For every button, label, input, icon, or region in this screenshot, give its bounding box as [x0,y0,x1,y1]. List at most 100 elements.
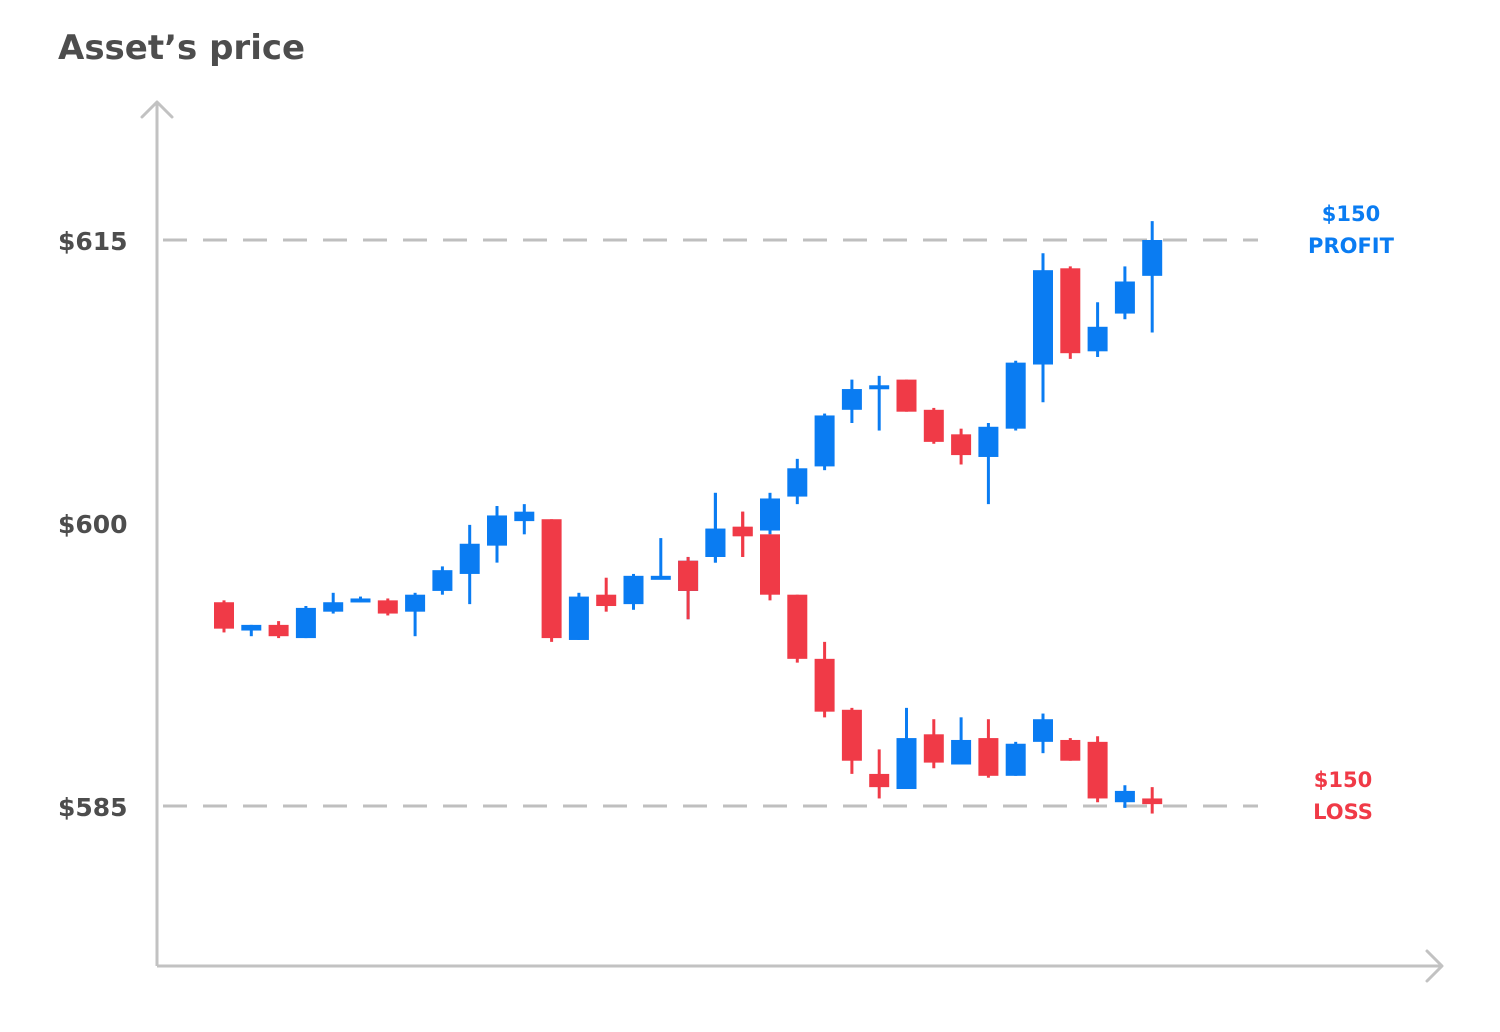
candle [432,566,453,595]
candle [295,606,316,639]
candle-body [760,534,780,595]
candle [596,577,617,612]
candle [650,538,671,580]
candle [323,592,344,614]
candle-body [814,658,835,712]
profit-amount-label: $150 [1322,202,1380,226]
candle [978,719,999,778]
candle-body [268,624,289,637]
candle [268,621,289,639]
candlesticks [214,221,1163,814]
candle-body [978,738,999,776]
candle [841,379,862,424]
candle [459,524,480,605]
candle-body [732,526,753,537]
candle-body [1005,743,1026,776]
chart-title: Asset’s price [58,28,305,68]
candle-body [432,570,453,591]
candle [1142,221,1163,333]
loss-amount-label: $150 [1314,768,1372,792]
candle-body [841,389,862,410]
candle-body [459,543,480,574]
candle-body [896,738,917,790]
candle [1033,253,1053,403]
candle [760,534,780,601]
candle [568,592,589,640]
candle-body [323,602,344,612]
candle-body [678,560,699,591]
candle-body [1060,268,1081,354]
candle-body [295,607,316,639]
candle [923,719,944,769]
candle [514,504,535,535]
candle-body [568,596,589,640]
candle [814,413,835,471]
y-tick-label-585: $585 [58,793,128,822]
candle [951,717,972,765]
candle [732,511,753,557]
candle [487,506,507,563]
candle [869,749,890,799]
candle-body [350,598,371,603]
candle [1114,266,1135,320]
candle-body [787,594,808,659]
candle [787,458,808,505]
candle [787,594,808,663]
candle [1114,785,1135,808]
candle-body [1033,719,1053,742]
candle [1142,787,1163,814]
candle [214,600,234,633]
y-tick-label-615: $615 [58,227,128,256]
candle [623,573,644,610]
candle [377,598,398,616]
candle-body [869,385,890,390]
loss-text-label: LOSS [1313,800,1373,824]
candle [1087,302,1108,357]
candle-body [377,600,398,614]
candle-body [1142,798,1163,805]
candle [760,492,780,535]
candle [405,592,426,637]
candle-body [1005,362,1026,429]
candle-body [514,511,535,522]
candle-body [1087,741,1108,799]
candle [705,492,726,563]
candle [678,556,699,620]
candle-body [596,594,617,607]
candle [1087,736,1108,803]
candle [978,423,999,505]
candle-body [923,734,944,763]
candle-body [760,498,780,531]
candle-body [214,602,234,629]
candle-body [241,624,262,631]
candle-body [951,434,972,456]
candle [350,596,371,603]
candle-body [650,575,671,580]
candle-body [1142,240,1163,276]
candle-body [1033,270,1053,365]
candle [896,707,917,790]
candle-body [978,426,999,457]
candle [1005,360,1026,431]
candle-body [623,575,644,605]
candle-body [705,528,726,557]
candle [1033,713,1053,754]
y-axis [140,100,174,966]
candle [541,519,562,642]
candle-body [1114,790,1135,803]
profit-text-label: PROFIT [1308,234,1395,258]
y-tick-label-600: $600 [58,510,128,539]
candle-body [1087,326,1108,352]
candle-body [787,468,808,497]
candle [814,641,835,718]
candle [1060,738,1081,761]
candle-body [405,594,426,612]
candle [896,379,917,412]
candle [241,624,262,637]
candle [923,407,944,444]
candle [951,428,972,465]
x-axis [157,949,1444,983]
candle-body [541,519,562,639]
candle-body [841,709,862,761]
candle [1060,266,1081,359]
